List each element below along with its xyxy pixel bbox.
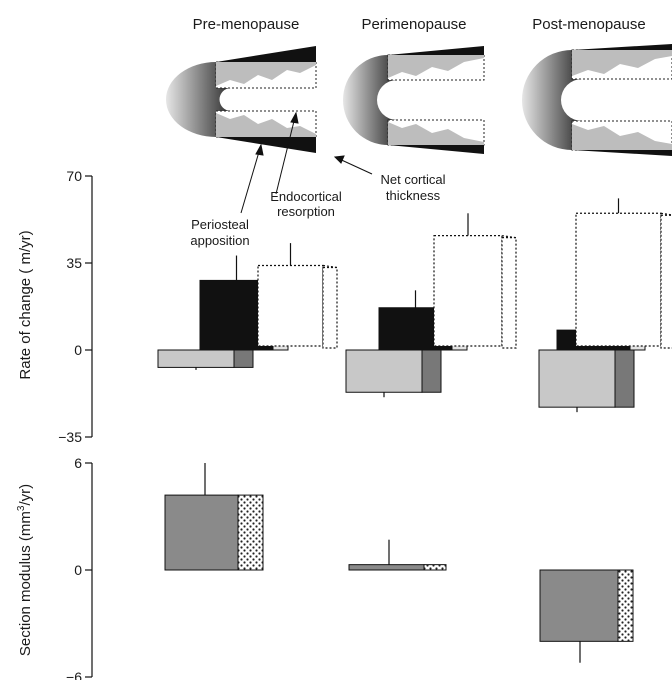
- y-tick-label-rate: 0: [74, 342, 82, 358]
- y-axis-label-section-sup: 3: [16, 505, 27, 511]
- y-tick-label-section: 0: [74, 562, 82, 578]
- y-tick-label-rate: 70: [66, 168, 82, 184]
- bone-diagram-pre: [165, 46, 317, 153]
- bar-periosteal: [157, 349, 235, 368]
- bar-net-cortical-top: [322, 264, 338, 269]
- bar-net-cortical-side: [660, 214, 672, 349]
- bar-periosteal: [538, 349, 616, 408]
- bar-periosteal-side: [421, 349, 442, 393]
- category-label-peri: Perimenopause: [361, 16, 466, 33]
- y-tick-label-rate: 35: [66, 255, 82, 271]
- bar-section-modulus-side: [423, 564, 447, 571]
- annotation-arrows: [240, 111, 373, 214]
- bar-net-cortical: [433, 235, 503, 347]
- annotation-periosteal-line1: Periosteal: [191, 217, 249, 232]
- annotation-periosteal-line2: apposition: [190, 233, 249, 248]
- annotation-endocortical-line2: resorption: [277, 204, 335, 219]
- bar-net-cortical-side: [322, 266, 338, 349]
- y-tick-label-rate: −35: [58, 429, 82, 445]
- bar-section-modulus: [164, 494, 239, 571]
- y-tick-label-section: 6: [74, 455, 82, 471]
- bar-section-modulus-side: [237, 494, 264, 571]
- category-label-pre: Pre-menopause: [193, 16, 300, 33]
- annotation-net-line1: Net cortical: [380, 172, 445, 187]
- y-tick-label-section: −6: [66, 669, 82, 680]
- bar-net-cortical: [575, 212, 662, 347]
- bar-section-modulus: [539, 569, 619, 642]
- bar-periosteal-side: [614, 349, 635, 408]
- y-axis-label-section-prefix: Section modulus (mm: [17, 511, 34, 656]
- section-modulus-chart: 6 0 −6: [66, 455, 634, 680]
- annotation-net-line2: thickness: [386, 188, 441, 203]
- annotation-endocortical-line1: Endocortical: [270, 189, 342, 204]
- y-axis-label-section-suffix: /yr): [17, 484, 34, 506]
- bone-diagram-post: [522, 44, 672, 156]
- bar-section-modulus: [348, 564, 425, 571]
- bar-periosteal-side: [233, 349, 254, 368]
- category-label-post: Post-menopause: [532, 16, 645, 33]
- bone-diagram-peri: [343, 46, 485, 154]
- bar-net-cortical: [257, 264, 324, 347]
- bar-net-cortical-side: [501, 237, 517, 349]
- y-axis-label-rate: Rate of change ( m/yr): [17, 230, 34, 379]
- bar-net-cortical-top: [501, 235, 517, 239]
- bar-section-modulus-side: [617, 569, 634, 642]
- bar-periosteal: [345, 349, 423, 393]
- rate-chart: 70 35 0 −35: [58, 168, 672, 445]
- y-axis-label-section: Section modulus (mm3/yr): [16, 484, 34, 656]
